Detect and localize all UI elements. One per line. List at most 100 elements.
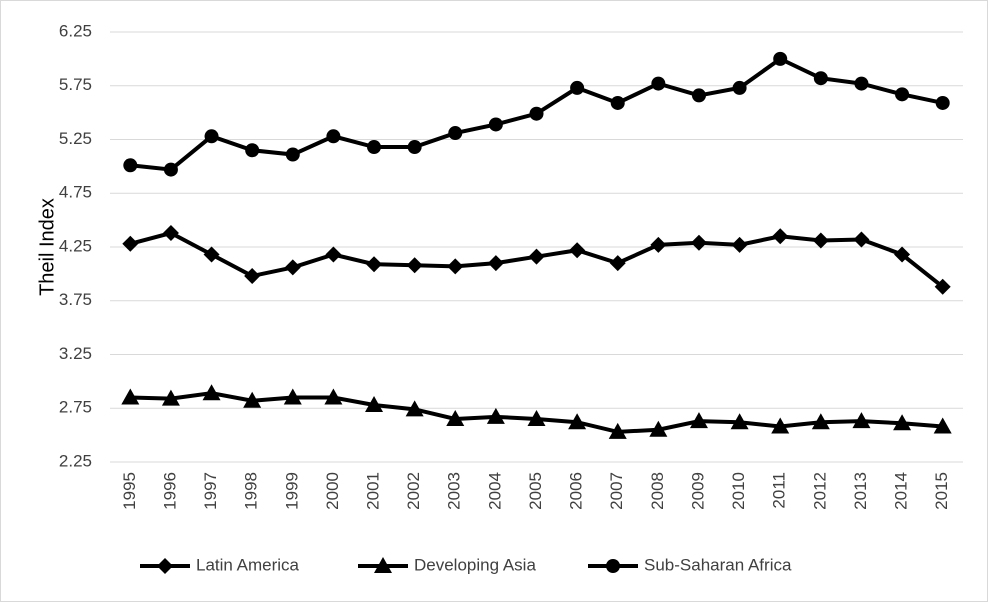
marker: [649, 420, 668, 437]
x-tick-label: 2003: [445, 472, 464, 510]
marker: [529, 106, 544, 121]
marker: [894, 246, 911, 263]
marker: [528, 248, 545, 265]
marker: [772, 228, 789, 245]
marker: [570, 80, 585, 95]
marker: [771, 417, 790, 434]
marker: [933, 417, 952, 434]
marker: [651, 76, 666, 91]
marker: [284, 259, 301, 276]
x-tick-label: 2011: [770, 472, 789, 509]
y-axis-label: Theil Index: [36, 198, 58, 296]
marker: [446, 410, 465, 426]
marker: [812, 232, 829, 249]
x-tick-label: 1996: [160, 472, 179, 510]
marker: [852, 412, 871, 429]
x-tick-label: 2009: [688, 472, 707, 510]
y-tick-label: 4.25: [59, 236, 92, 255]
legend-label: Sub-Saharan Africa: [644, 555, 792, 574]
x-tick-label: 2013: [851, 472, 870, 510]
x-tick-label: 2010: [729, 472, 748, 510]
marker: [488, 117, 503, 132]
marker: [568, 413, 587, 430]
marker: [853, 231, 870, 248]
y-tick-label: 2.75: [59, 398, 92, 417]
marker: [162, 225, 179, 242]
marker: [608, 422, 627, 439]
marker: [325, 246, 342, 263]
y-tick-label: 3.75: [59, 290, 92, 309]
marker: [691, 88, 706, 103]
x-tick-label: 2006: [567, 472, 586, 510]
marker: [569, 242, 586, 259]
marker: [407, 140, 422, 155]
marker: [285, 147, 300, 162]
marker: [773, 51, 788, 66]
marker: [203, 246, 220, 263]
y-tick-label: 4.75: [59, 183, 92, 202]
x-tick-label: 1995: [120, 472, 139, 510]
marker: [374, 557, 392, 573]
marker: [365, 396, 384, 413]
y-tick-label: 3.25: [59, 344, 92, 363]
legend-label: Latin America: [196, 555, 300, 574]
marker: [895, 87, 910, 102]
marker: [283, 388, 302, 405]
marker: [934, 278, 951, 295]
x-tick-label: 1998: [242, 472, 261, 510]
marker: [448, 126, 463, 141]
y-tick-label: 2.25: [59, 451, 92, 470]
marker: [367, 140, 382, 155]
marker: [202, 384, 221, 401]
marker: [204, 129, 219, 144]
marker: [406, 257, 423, 274]
x-tick-label: 2014: [892, 472, 911, 510]
x-tick-label: 1999: [282, 472, 301, 510]
marker: [366, 256, 383, 273]
marker: [163, 162, 178, 177]
marker: [606, 559, 620, 573]
marker: [121, 388, 140, 405]
marker: [732, 80, 747, 95]
legend-label: Developing Asia: [414, 555, 536, 574]
marker: [244, 268, 261, 285]
marker: [527, 410, 546, 426]
marker: [650, 236, 667, 253]
marker: [326, 129, 341, 144]
marker: [609, 255, 626, 272]
marker: [689, 412, 708, 429]
marker: [123, 158, 138, 173]
x-tick-label: 2015: [932, 472, 951, 510]
marker: [324, 388, 343, 405]
marker: [486, 407, 505, 424]
marker: [935, 95, 950, 110]
marker: [813, 71, 828, 86]
marker: [690, 234, 707, 251]
x-tick-label: 2004: [485, 472, 504, 510]
marker: [157, 558, 173, 574]
marker: [405, 400, 424, 417]
x-tick-label: 1997: [201, 472, 220, 510]
marker: [161, 389, 180, 406]
y-tick-label: 5.25: [59, 129, 92, 148]
marker: [447, 258, 464, 275]
x-tick-label: 2005: [526, 472, 545, 510]
marker: [730, 413, 749, 430]
y-tick-label: 6.25: [59, 21, 92, 40]
y-tick-label: 5.75: [59, 75, 92, 94]
marker: [731, 236, 748, 253]
marker: [854, 76, 869, 91]
x-tick-label: 2002: [404, 472, 423, 510]
marker: [243, 391, 262, 408]
marker: [811, 413, 830, 430]
x-tick-label: 2012: [810, 472, 829, 510]
x-tick-label: 2008: [648, 472, 667, 510]
marker: [610, 95, 625, 110]
x-tick-label: 2000: [323, 472, 342, 510]
marker: [487, 255, 504, 272]
x-tick-label: 2007: [607, 472, 626, 510]
marker: [245, 143, 260, 158]
marker: [893, 414, 912, 431]
marker: [122, 235, 139, 252]
